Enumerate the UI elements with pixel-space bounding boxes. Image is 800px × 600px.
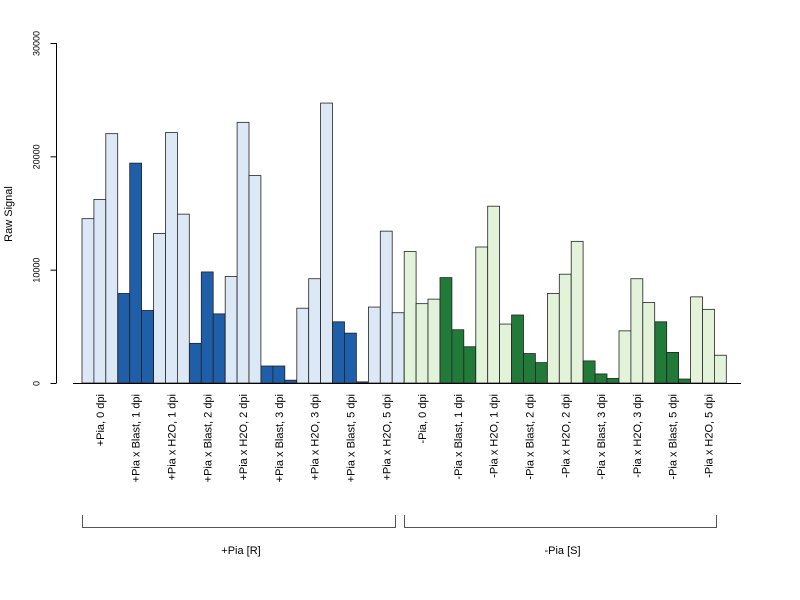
bar	[582, 360, 596, 384]
bar	[212, 313, 226, 384]
y-tick-label: 10000	[32, 258, 42, 283]
bar	[523, 353, 536, 384]
y-tick-label: 0	[32, 381, 42, 386]
bar	[153, 232, 166, 384]
bar	[332, 321, 345, 384]
bar	[642, 302, 656, 384]
bar	[379, 230, 393, 384]
y-axis: 0 10000 20000 30000	[32, 31, 57, 386]
category-label: -Pia x Blast, 5 dpi	[668, 394, 680, 480]
bar	[284, 379, 298, 384]
category-label: +Pia, 0 dpi	[95, 394, 107, 446]
category-label: +Pia x H2O, 3 dpi	[310, 394, 322, 481]
bar	[93, 198, 107, 384]
bar	[320, 102, 333, 384]
category-label: -Pia x H2O, 2 dpi	[560, 394, 572, 478]
group-label: -Pia [S]	[544, 545, 580, 557]
category-label: +Pia x Blast, 2 dpi	[202, 394, 214, 482]
bar	[499, 323, 512, 384]
bar	[690, 296, 703, 384]
bar	[511, 314, 524, 384]
group-bracket	[404, 515, 717, 528]
bar	[260, 365, 274, 384]
bar	[487, 205, 501, 384]
bar	[654, 321, 668, 384]
bar	[630, 278, 644, 384]
y-tick-label: 20000	[32, 144, 42, 169]
category-label: +Pia x Blast, 1 dpi	[131, 394, 143, 482]
bar	[463, 346, 477, 384]
category-label: -Pia x H2O, 1 dpi	[489, 394, 501, 478]
bar	[176, 213, 190, 384]
bar	[594, 373, 608, 384]
bar	[427, 298, 441, 384]
bar	[535, 362, 548, 384]
bar	[236, 121, 250, 384]
bar	[165, 132, 178, 384]
category-label: -Pia x Blast, 2 dpi	[524, 394, 536, 480]
category-label: -Pia, 0 dpi	[417, 394, 429, 444]
bar	[188, 342, 202, 384]
bar	[248, 175, 262, 384]
bars	[81, 102, 727, 384]
bar	[141, 310, 154, 384]
category-label: +Pia x Blast, 5 dpi	[345, 394, 357, 482]
bar	[702, 308, 715, 384]
bar	[129, 162, 142, 384]
category-label: -Pia x H2O, 3 dpi	[632, 394, 644, 478]
y-axis-title: Raw Signal	[3, 186, 15, 242]
bar	[272, 365, 286, 384]
bar	[475, 246, 489, 384]
category-label: +Pia x H2O, 5 dpi	[381, 394, 393, 481]
bar	[678, 378, 691, 384]
bar	[666, 351, 680, 384]
category-label: -Pia x Blast, 3 dpi	[596, 394, 608, 480]
bar	[117, 293, 131, 384]
group-label: +Pia [R]	[221, 545, 260, 557]
bar	[714, 354, 727, 384]
bar	[224, 276, 238, 384]
category-label: -Pia x Blast, 1 dpi	[453, 394, 465, 480]
bar	[308, 278, 322, 384]
bar	[367, 306, 381, 384]
category-label: +Pia x H2O, 1 dpi	[166, 394, 178, 481]
bar	[547, 293, 560, 384]
bar	[344, 332, 357, 384]
bar	[296, 307, 310, 384]
bar	[439, 277, 453, 384]
category-label: -Pia x H2O, 5 dpi	[703, 394, 715, 478]
bar	[558, 273, 572, 384]
bar	[570, 240, 584, 384]
category-labels: +Pia, 0 dpi +Pia x Blast, 1 dpi +Pia x H2O…	[95, 394, 716, 482]
bar	[451, 329, 465, 384]
bar	[81, 218, 95, 384]
bar	[105, 133, 119, 384]
bar	[415, 303, 429, 384]
group-bracket	[82, 515, 396, 528]
category-label: +Pia x H2O, 2 dpi	[238, 394, 250, 481]
y-tick-label: 30000	[32, 31, 42, 56]
bar	[618, 330, 632, 384]
bar	[200, 271, 214, 384]
bar	[606, 378, 620, 384]
group-brackets: +Pia [R] -Pia [S]	[82, 515, 717, 557]
bar	[391, 312, 405, 384]
bar	[403, 251, 417, 384]
category-label: +Pia x Blast, 3 dpi	[274, 394, 286, 482]
bar	[355, 381, 369, 384]
